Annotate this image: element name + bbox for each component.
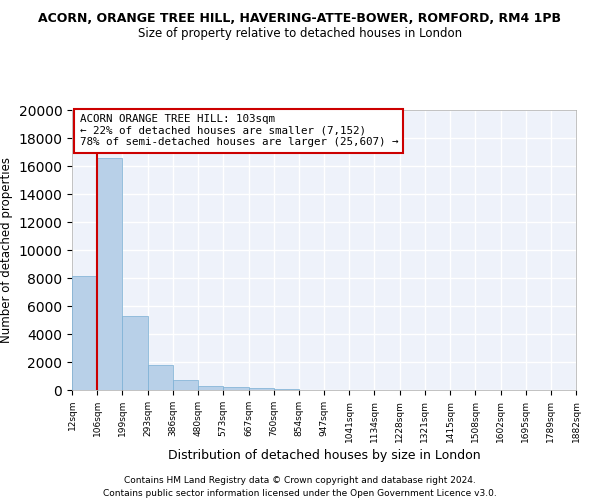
Bar bbox=[223, 387, 248, 390]
Text: Contains public sector information licensed under the Open Government Licence v3: Contains public sector information licen… bbox=[103, 489, 497, 498]
Text: ACORN ORANGE TREE HILL: 103sqm
← 22% of detached houses are smaller (7,152)
78% : ACORN ORANGE TREE HILL: 103sqm ← 22% of … bbox=[80, 114, 398, 148]
Text: Contains HM Land Registry data © Crown copyright and database right 2024.: Contains HM Land Registry data © Crown c… bbox=[124, 476, 476, 485]
Bar bbox=[148, 365, 173, 390]
Bar bbox=[248, 388, 274, 390]
Text: ACORN, ORANGE TREE HILL, HAVERING-ATTE-BOWER, ROMFORD, RM4 1PB: ACORN, ORANGE TREE HILL, HAVERING-ATTE-B… bbox=[38, 12, 562, 26]
Y-axis label: Number of detached properties: Number of detached properties bbox=[0, 157, 13, 343]
Bar bbox=[97, 158, 122, 390]
Text: Size of property relative to detached houses in London: Size of property relative to detached ho… bbox=[138, 28, 462, 40]
Bar bbox=[72, 276, 97, 390]
Bar bbox=[173, 380, 198, 390]
Bar bbox=[198, 386, 223, 390]
Bar bbox=[122, 316, 148, 390]
X-axis label: Distribution of detached houses by size in London: Distribution of detached houses by size … bbox=[167, 449, 481, 462]
